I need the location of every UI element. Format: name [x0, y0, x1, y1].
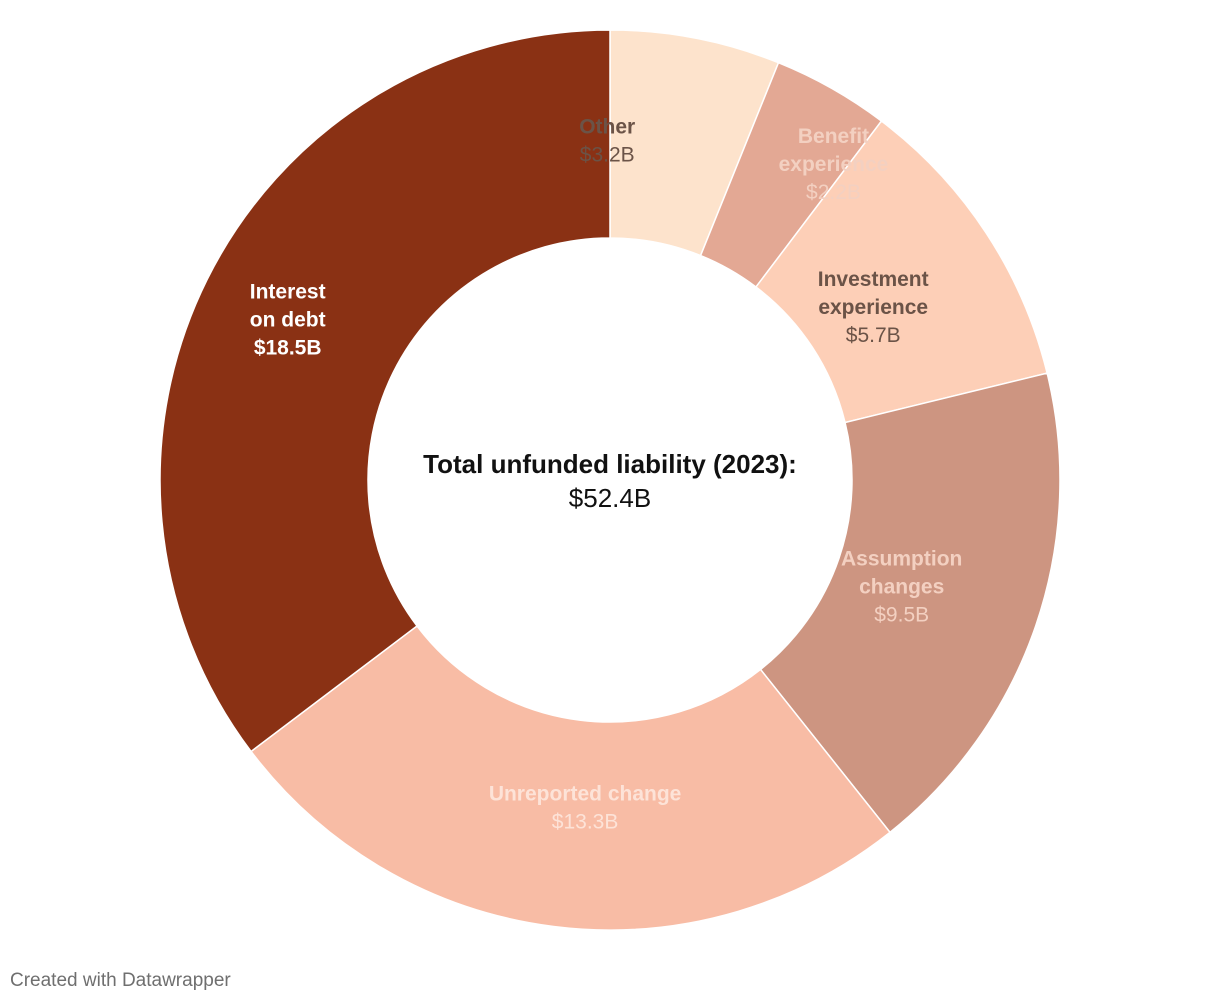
slices-group — [159, 29, 1061, 931]
slice-name-label: Investment — [818, 268, 929, 291]
slice-value-label: $2.2B — [806, 181, 861, 204]
slice-label-investment-experience: Investment experience $5.7B — [818, 268, 929, 347]
slice-label-assumption-changes: Assumption changes $9.5B — [841, 547, 962, 626]
slice-name-label: Interest — [250, 281, 326, 304]
slice-name-label: on debt — [250, 309, 326, 332]
slice-name-label: Assumption — [841, 547, 962, 570]
slice-value-label: $5.7B — [846, 324, 901, 347]
slice-name-label: experience — [779, 153, 889, 176]
credit-text: Created with Datawrapper — [10, 970, 231, 991]
center-title: Total unfunded liability (2023): — [423, 449, 797, 479]
slice-label-interest-on-debt: Interest on debt $18.5B — [250, 281, 326, 360]
slice-label-other: Other $3.2B — [579, 115, 635, 166]
center-value: $52.4B — [569, 483, 651, 513]
slice-value-label: $13.3B — [552, 811, 619, 834]
slice-investment-experience[interactable] — [754, 120, 1049, 424]
slice-unreported-change[interactable] — [250, 624, 892, 931]
slice-value-label: $18.5B — [254, 337, 322, 360]
slice-value-label: $9.5B — [874, 603, 929, 626]
slice-name-label: Other — [579, 115, 635, 138]
slice-name-label: experience — [818, 296, 928, 319]
slice-value-label: $3.2B — [580, 143, 635, 166]
slice-name-label: Benefit — [798, 125, 869, 148]
slice-name-label: changes — [859, 575, 944, 598]
slice-label-unreported-change: Unreported change $13.3B — [489, 783, 682, 834]
labels-group: Other $3.2B Benefit experience $2.2B Investme… — [250, 115, 963, 833]
slice-label-benefit-experience: Benefit experience $2.2B — [779, 125, 889, 204]
slice-assumption-changes[interactable] — [759, 372, 1061, 834]
slice-interest-on-debt[interactable] — [159, 29, 611, 753]
slice-name-label: Unreported change — [489, 783, 682, 806]
